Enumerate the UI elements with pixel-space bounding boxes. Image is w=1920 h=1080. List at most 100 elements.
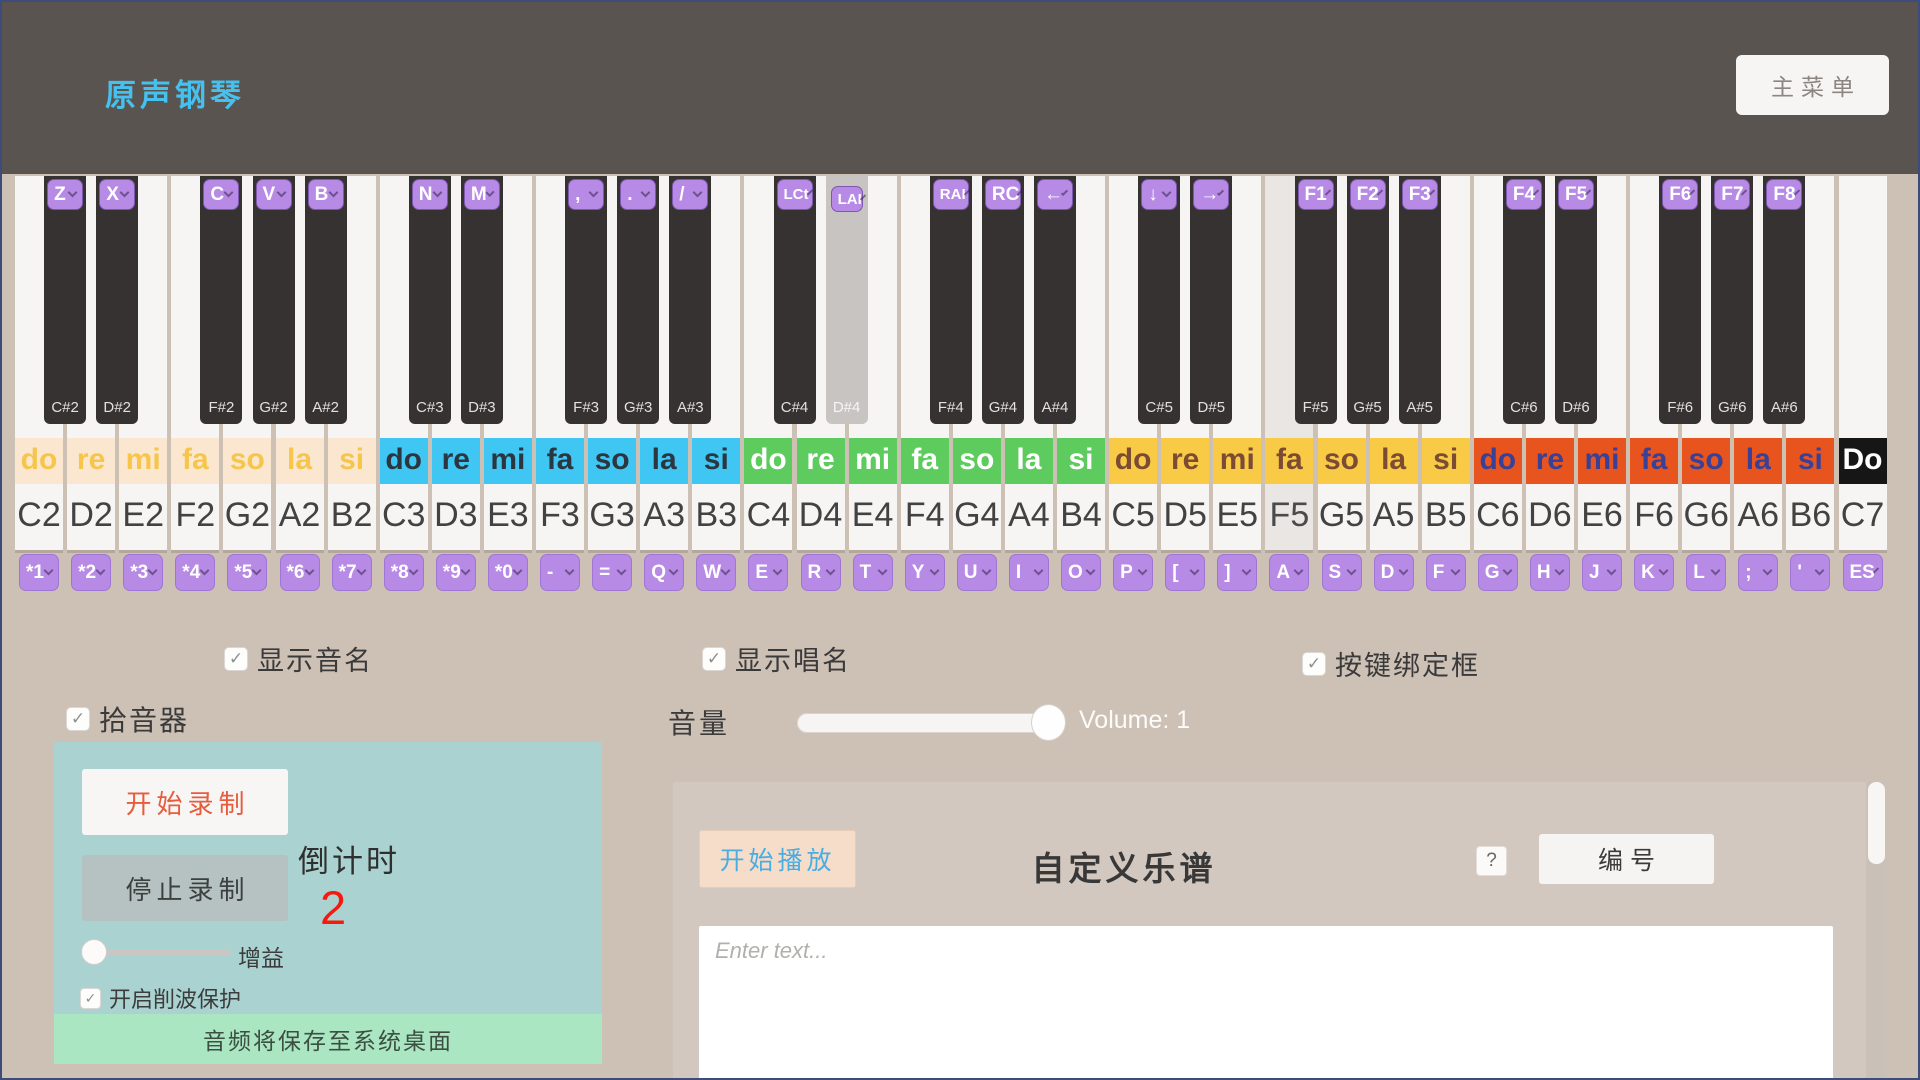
key-binding-C3[interactable]: *8 [383, 554, 424, 591]
black-key-A#5[interactable]: F3 A#5 [1398, 176, 1441, 424]
key-binding-G3[interactable]: = [592, 554, 633, 591]
key-binding-A2[interactable]: *6 [279, 554, 320, 591]
key-binding-C#4[interactable]: LCt [776, 179, 813, 210]
key-binding-D#6[interactable]: F5 [1558, 179, 1594, 210]
key-binding-D#2[interactable]: X [99, 179, 136, 210]
key-binding-C7[interactable]: ES [1842, 554, 1883, 591]
key-binding-C#2[interactable]: Z [47, 179, 84, 210]
key-binding-D4[interactable]: R [800, 554, 841, 591]
key-binding-F2[interactable]: *4 [175, 554, 216, 591]
black-key-C#3[interactable]: N C#3 [408, 176, 451, 424]
key-binding-A6[interactable]: ; [1738, 554, 1779, 591]
black-key-D#6[interactable]: F5 D#6 [1555, 176, 1597, 424]
key-binding-C#5[interactable]: ↓ [1141, 179, 1178, 210]
black-key-G#4[interactable]: RC G#4 [981, 176, 1024, 424]
black-key-C#5[interactable]: ↓ C#5 [1138, 176, 1181, 424]
volume-slider-track[interactable] [797, 713, 1064, 733]
key-binding-B3[interactable]: W [696, 554, 737, 591]
option-checkbox[interactable]: ✓ [702, 646, 726, 671]
key-binding-D#4[interactable]: LAI [830, 186, 866, 212]
score-scrollbar[interactable] [1868, 782, 1885, 1078]
gain-slider-track[interactable] [91, 950, 231, 955]
key-binding-E3[interactable]: *0 [487, 554, 528, 591]
black-key-A#4[interactable]: ← A#4 [1034, 176, 1076, 424]
help-button[interactable]: ? [1476, 846, 1507, 876]
key-binding-G#3[interactable]: . [620, 179, 657, 210]
key-binding-D#3[interactable]: M [463, 179, 500, 210]
black-key-C#4[interactable]: LCt C#4 [773, 176, 816, 424]
key-binding-A4[interactable]: I [1008, 554, 1049, 591]
key-binding-G4[interactable]: U [956, 554, 997, 591]
key-binding-D6[interactable]: H [1529, 554, 1570, 591]
score-input[interactable] [699, 926, 1833, 1078]
stop-record-button[interactable]: 停止录制 [82, 855, 288, 921]
black-key-F#2[interactable]: C F#2 [200, 176, 243, 424]
key-binding-E2[interactable]: *3 [123, 554, 164, 591]
white-key-C7[interactable]: Do C7 [1838, 176, 1887, 550]
option-checkbox[interactable]: ✓ [1302, 651, 1326, 676]
gain-slider-thumb[interactable] [81, 939, 107, 965]
key-binding-G5[interactable]: S [1321, 554, 1362, 591]
key-binding-G#2[interactable]: V [255, 179, 292, 210]
option-2[interactable]: ✓ 按键绑定框 [1302, 644, 1480, 683]
black-key-D#4[interactable]: LAI D#4 [825, 176, 868, 424]
key-binding-G#5[interactable]: F2 [1349, 179, 1386, 210]
black-key-G#3[interactable]: . G#3 [617, 176, 660, 424]
black-key-A#2[interactable]: B A#2 [304, 176, 347, 424]
clip-protection-option[interactable]: ✓ 开启削波保护 [80, 982, 241, 1014]
key-binding-C#3[interactable]: N [411, 179, 448, 210]
number-button[interactable]: 编号 [1539, 834, 1714, 884]
key-binding-F5[interactable]: A [1269, 554, 1310, 591]
key-binding-G#4[interactable]: RC [984, 179, 1024, 210]
key-binding-F#2[interactable]: C [203, 179, 240, 210]
black-key-A#3[interactable]: / A#3 [669, 176, 712, 424]
black-key-G#5[interactable]: F2 G#5 [1346, 176, 1389, 424]
black-key-D#5[interactable]: → D#5 [1190, 176, 1233, 424]
black-key-F#5[interactable]: F1 F#5 [1294, 176, 1337, 424]
black-key-C#6[interactable]: F4 C#6 [1502, 176, 1545, 424]
key-binding-G#6[interactable]: F7 [1714, 179, 1751, 210]
black-key-F#4[interactable]: RAI F#4 [929, 176, 972, 424]
key-binding-B5[interactable]: F [1425, 554, 1466, 591]
key-binding-F#6[interactable]: F6 [1662, 179, 1699, 210]
key-binding-D3[interactable]: *9 [435, 554, 476, 591]
option-1[interactable]: ✓ 显示唱名 [702, 639, 851, 678]
key-binding-A3[interactable]: Q [644, 554, 685, 591]
key-binding-F6[interactable]: K [1634, 554, 1675, 591]
key-binding-A#2[interactable]: B [307, 179, 344, 210]
key-binding-B2[interactable]: *7 [331, 554, 372, 591]
key-binding-A#6[interactable]: F8 [1766, 179, 1803, 210]
key-binding-F#3[interactable]: , [568, 179, 605, 210]
key-binding-C6[interactable]: G [1477, 554, 1518, 591]
pickup-option[interactable]: ✓ 拾音器 [66, 699, 189, 739]
scrollbar-thumb[interactable] [1868, 782, 1885, 864]
black-key-D#3[interactable]: M D#3 [460, 176, 503, 424]
key-binding-D2[interactable]: *2 [71, 554, 112, 591]
key-binding-E6[interactable]: J [1582, 554, 1622, 591]
key-binding-F4[interactable]: Y [904, 554, 945, 591]
clip-protection-checkbox[interactable]: ✓ [80, 987, 101, 1009]
black-key-G#2[interactable]: V G#2 [252, 176, 295, 424]
key-binding-E4[interactable]: T [852, 554, 893, 591]
black-key-F#3[interactable]: , F#3 [565, 176, 608, 424]
key-binding-G2[interactable]: *5 [227, 554, 268, 591]
key-binding-G6[interactable]: L [1686, 554, 1727, 591]
black-key-C#2[interactable]: Z C#2 [44, 176, 87, 424]
black-key-G#6[interactable]: F7 G#6 [1711, 176, 1754, 424]
key-binding-F#5[interactable]: F1 [1297, 179, 1334, 210]
main-menu-button[interactable]: 主菜单 [1736, 55, 1889, 115]
white-key-C2[interactable]: do C2 [15, 176, 63, 550]
option-0[interactable]: ✓ 显示音名 [224, 639, 373, 678]
key-binding-A#3[interactable]: / [672, 179, 709, 210]
key-binding-F3[interactable]: - [540, 554, 580, 591]
key-binding-D#5[interactable]: → [1193, 179, 1230, 210]
key-binding-C2[interactable]: *1 [19, 554, 59, 591]
key-binding-C#6[interactable]: F4 [1505, 179, 1542, 210]
key-binding-A#4[interactable]: ← [1037, 179, 1073, 210]
key-binding-B4[interactable]: O [1061, 554, 1101, 591]
key-binding-A5[interactable]: D [1373, 554, 1414, 591]
key-binding-A#5[interactable]: F3 [1401, 179, 1438, 210]
black-key-F#6[interactable]: F6 F#6 [1659, 176, 1702, 424]
key-binding-D5[interactable]: [ [1165, 554, 1206, 591]
key-binding-E5[interactable]: ] [1217, 554, 1258, 591]
